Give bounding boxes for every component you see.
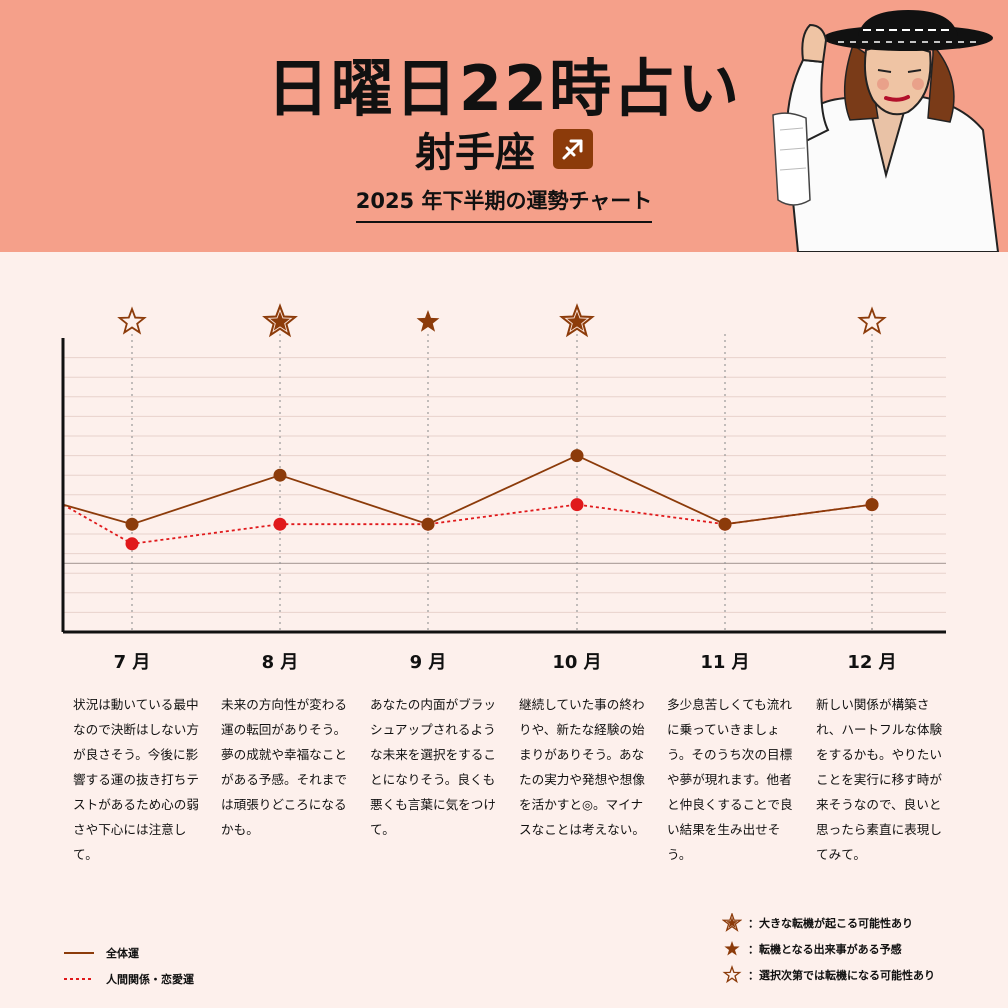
month-label: 12 月: [847, 652, 897, 673]
month-guide-lines: [131, 334, 873, 632]
sign-row: 射手座: [0, 120, 1008, 178]
legend-star-outline-label: ：選択次第では転機になる可能性あり: [748, 969, 935, 982]
outline-star-marker: [857, 306, 887, 335]
fortune-line-chart: [61, 303, 946, 634]
star-fill: [416, 310, 440, 332]
solid-line-swatch: [64, 952, 94, 954]
month-label: 8 月: [261, 652, 299, 673]
legend-star-big-label: ：大きな転機が起こる可能性あり: [748, 917, 913, 930]
turning-point-stars: [117, 303, 887, 338]
grid-lines: [63, 357, 946, 613]
legend-star-filled: ：転機となる出来事がある予感: [722, 936, 935, 962]
month-description: 多少息苦しくても流れに乗っていきましょう。そのうち次の目標や夢が現れます。他者と…: [667, 697, 793, 862]
outlined-filled-star-marker: [262, 303, 298, 338]
legend-relationship-label: 人間関係・恋愛運: [106, 973, 194, 986]
legend-relationship: 人間関係・恋愛運: [64, 966, 194, 992]
star-outline: [117, 306, 147, 335]
sagittarius-icon: [553, 129, 593, 169]
overall-data-point: [865, 498, 879, 512]
month-label: 9 月: [409, 652, 447, 673]
chart-series: [62, 449, 879, 551]
legend-star-filled-label: ：転機となる出来事がある予感: [748, 943, 902, 956]
overall-data-point: [421, 517, 435, 531]
overall-data-point: [125, 517, 139, 531]
overall-data-point: [273, 468, 287, 482]
relationship-data-point: [570, 498, 584, 512]
line-legend: 全体運 人間関係・恋愛運: [64, 940, 194, 992]
woman-with-hat-illustration: [772, 10, 1000, 252]
legend-star-big: ：大きな転機が起こる可能性あり: [722, 910, 935, 936]
star-fill: [270, 311, 290, 331]
month-description: 状況は動いている最中なので決断はしない方が良さそう。今後に影響する運の抜き打ちテ…: [73, 697, 199, 862]
legend-overall: 全体運: [64, 940, 194, 966]
outline-star-marker: [117, 306, 147, 335]
filled-star-marker: [416, 310, 440, 332]
outlined-filled-star-marker: [559, 303, 595, 338]
relationship-data-point: [125, 537, 139, 551]
month-label: 10 月: [552, 652, 602, 673]
relationship-series-line: [62, 503, 873, 545]
zodiac-sign-name: 射手座: [415, 130, 535, 176]
outlined-filled-star-icon: [722, 913, 742, 932]
chart-subtitle: 2025 年下半期の運勢チャート: [0, 185, 1008, 223]
month-label: 11 月: [700, 652, 750, 673]
month-labels: 7 月 8 月 9 月 10 月 11 月 12 月: [0, 648, 1008, 678]
dotted-line-swatch: [64, 978, 94, 980]
filled-star-icon: [724, 941, 740, 956]
month-description: 継続していた事の終わりや、新たな経験の始まりがありそう。あなたの実力や発想や想像…: [519, 697, 645, 837]
month-description: 未来の方向性が変わる運の転回がありそう。夢の成就や幸福なことがある予感。それまで…: [221, 697, 347, 837]
month-description: あなたの内面がブラッシュアップされるような未来を選択をすることになりそう。良くも…: [370, 697, 496, 837]
overall-data-point: [718, 517, 732, 531]
legend-star-outline: ：選択次第では転機になる可能性あり: [722, 962, 935, 988]
star-legend: ：大きな転機が起こる可能性あり ：転機となる出来事がある予感 ：選択次第では転機…: [722, 910, 935, 988]
month-description: 新しい関係が構築され、ハートフルな体験をするかも。やりたいことを実行に移す時が来…: [816, 697, 943, 862]
star-outline: [857, 306, 887, 335]
legend-overall-label: 全体運: [106, 947, 139, 960]
page-title: 日曜日22時占い: [266, 52, 742, 125]
star-fill: [567, 311, 587, 331]
month-label: 7 月: [113, 652, 151, 673]
header-banner: 日曜日22時占い 射手座 2025 年下半期の運勢チャート: [0, 0, 1008, 252]
relationship-data-point: [273, 517, 287, 531]
outline-star-icon: [722, 965, 742, 984]
chart-subtitle-text: 2025 年下半期の運勢チャート: [355, 185, 653, 223]
overall-data-point: [570, 449, 584, 463]
